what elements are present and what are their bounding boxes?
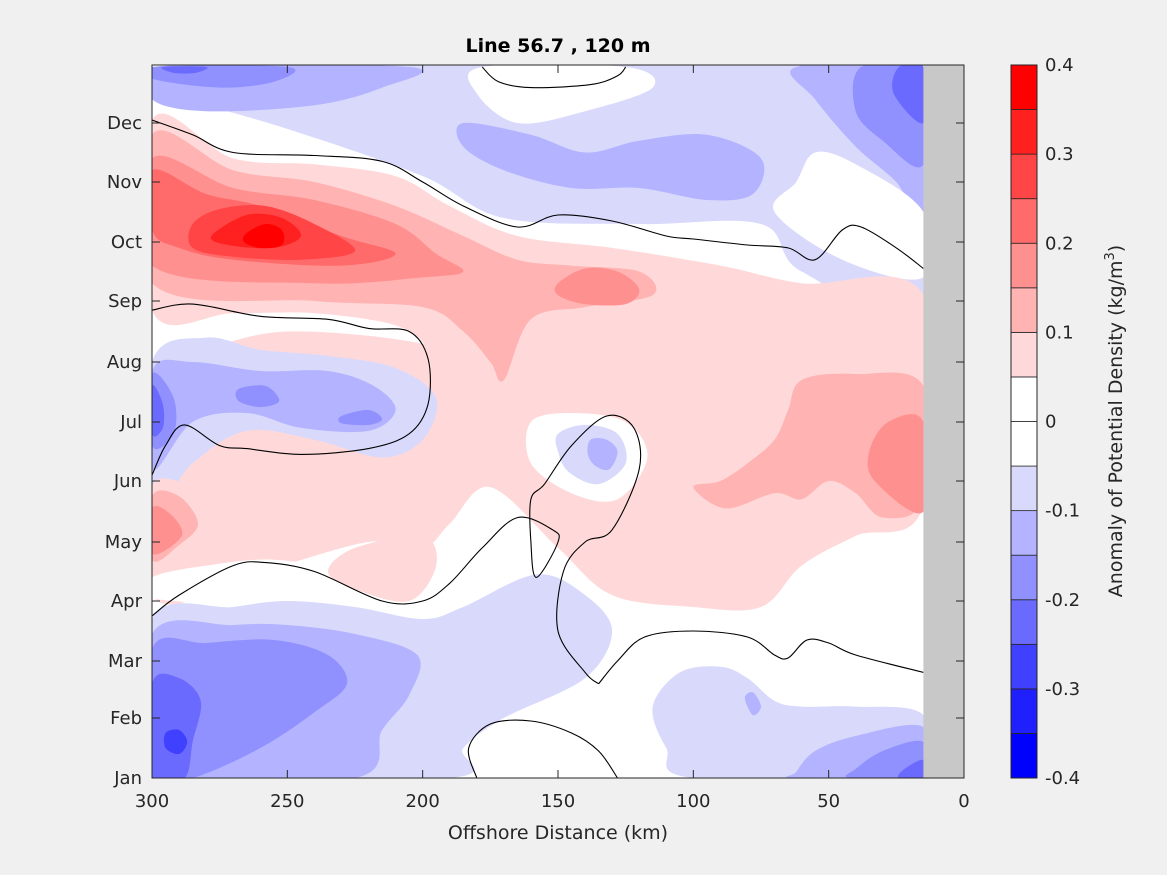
x-tick-label: 50 <box>817 791 840 812</box>
contour-region-41 <box>744 692 761 716</box>
x-tick-label: 150 <box>541 791 575 812</box>
colorbar-tick-label: -0.3 <box>1045 679 1080 700</box>
x-axis: 300 250 200 150 100 50 0 <box>135 65 970 812</box>
contour-region-5 <box>456 122 765 201</box>
contour-region-39 <box>476 716 623 778</box>
colorbar-tick-label: -0.4 <box>1045 768 1080 789</box>
colorbar-tick-label: 0.1 <box>1045 322 1074 343</box>
zero-contour-line-0 <box>152 119 924 269</box>
colorbar-cell <box>1010 510 1038 556</box>
x-tick-label: 250 <box>270 791 304 812</box>
contour-region-0 <box>152 65 964 318</box>
zero-contour-line-5 <box>481 66 627 89</box>
colorbar-cell <box>1010 331 1038 378</box>
contour-region-23 <box>338 409 383 426</box>
zero-contour-line-2 <box>152 414 642 685</box>
y-tick-label: Dec <box>107 113 142 134</box>
y-tick-label: Aug <box>107 352 142 373</box>
contour-region-9 <box>772 151 933 280</box>
y-axis: Jan Feb Mar Apr May Jun Jul Aug Sep Oct Nov Dec <box>105 113 964 789</box>
colorbar-cell <box>1010 421 1038 467</box>
y-tick-label: Sep <box>108 291 142 312</box>
colorbar-cell <box>1010 287 1038 333</box>
contour-region-38 <box>163 729 188 755</box>
colorbar-cell <box>1010 643 1038 690</box>
colorbar-tick-label: 0.3 <box>1045 144 1074 165</box>
chart-title: Line 56.7 , 120 m <box>465 35 650 57</box>
colorbar-cell <box>1010 554 1038 601</box>
zero-contour-lines <box>152 66 924 778</box>
contour-region-25 <box>152 385 165 437</box>
zero-contour-line-4 <box>467 719 618 778</box>
colorbar-cell <box>1010 599 1038 645</box>
contour-region-8 <box>892 65 927 124</box>
colorbar-cell <box>1010 153 1038 200</box>
colorbar: 0.4 0.3 0.2 0.1 0 -0.1 -0.2 -0.3 -0.4 Anomaly of… <box>1010 55 1127 789</box>
colorbar-tick-label: -0.1 <box>1045 501 1080 522</box>
y-tick-label: Oct <box>111 232 142 253</box>
zero-contour-line-1 <box>152 303 431 476</box>
plot-area: 300 250 200 150 100 50 0 Jan Feb Mar Apr May Jun Jul… <box>105 64 970 812</box>
colorbar-cell <box>1010 242 1038 289</box>
y-tick-label: Nov <box>107 172 142 193</box>
colorbar-cell <box>1010 376 1038 422</box>
y-tick-label: Mar <box>108 651 143 672</box>
y-tick-label: Feb <box>110 708 142 729</box>
contour-region-22 <box>235 385 280 407</box>
colorbar-cell <box>1010 109 1038 155</box>
contour-region-16 <box>242 223 285 249</box>
contour-region-33 <box>327 535 437 602</box>
x-tick-label: 100 <box>676 791 710 812</box>
contour-region-18 <box>693 372 931 519</box>
y-tick-label: Apr <box>111 591 143 612</box>
y-tick-label: Jun <box>113 471 142 492</box>
y-tick-label: May <box>105 532 143 553</box>
colorbar-tick-label: 0.4 <box>1045 55 1074 76</box>
contour-region-3 <box>161 66 208 74</box>
y-tick-label: Jan <box>113 768 142 789</box>
x-tick-label: 200 <box>405 791 439 812</box>
contour-region-28 <box>587 438 618 471</box>
colorbar-tick-label: 0.2 <box>1045 233 1074 254</box>
contour-region-44 <box>897 759 927 778</box>
colorbar-cell <box>1010 465 1038 512</box>
colorbar-frame <box>1010 64 1038 779</box>
x-tick-label: 300 <box>135 791 169 812</box>
filled-contours <box>152 65 964 778</box>
colorbar-tick-label: -0.2 <box>1045 590 1080 611</box>
colorbar-cell <box>1010 688 1038 734</box>
colorbar-tick-label: 0 <box>1045 412 1056 433</box>
contour-region-37 <box>152 673 202 778</box>
y-tick-label: Jul <box>119 412 142 433</box>
contour-region-21 <box>152 359 396 471</box>
contour-region-17 <box>554 267 640 306</box>
contour-region-19 <box>867 414 929 514</box>
x-axis-label: Offshore Distance (km) <box>448 822 668 844</box>
colorbar-cell <box>1010 733 1038 779</box>
colorbar-label: Anomaly of Potential Density (kg/m3) <box>1103 245 1127 597</box>
zero-contour-line-3 <box>598 630 924 685</box>
x-tick-label: 0 <box>958 791 969 812</box>
contour-region-36 <box>152 637 348 778</box>
colorbar-cell <box>1010 64 1038 110</box>
colorbar-cell <box>1010 198 1038 244</box>
